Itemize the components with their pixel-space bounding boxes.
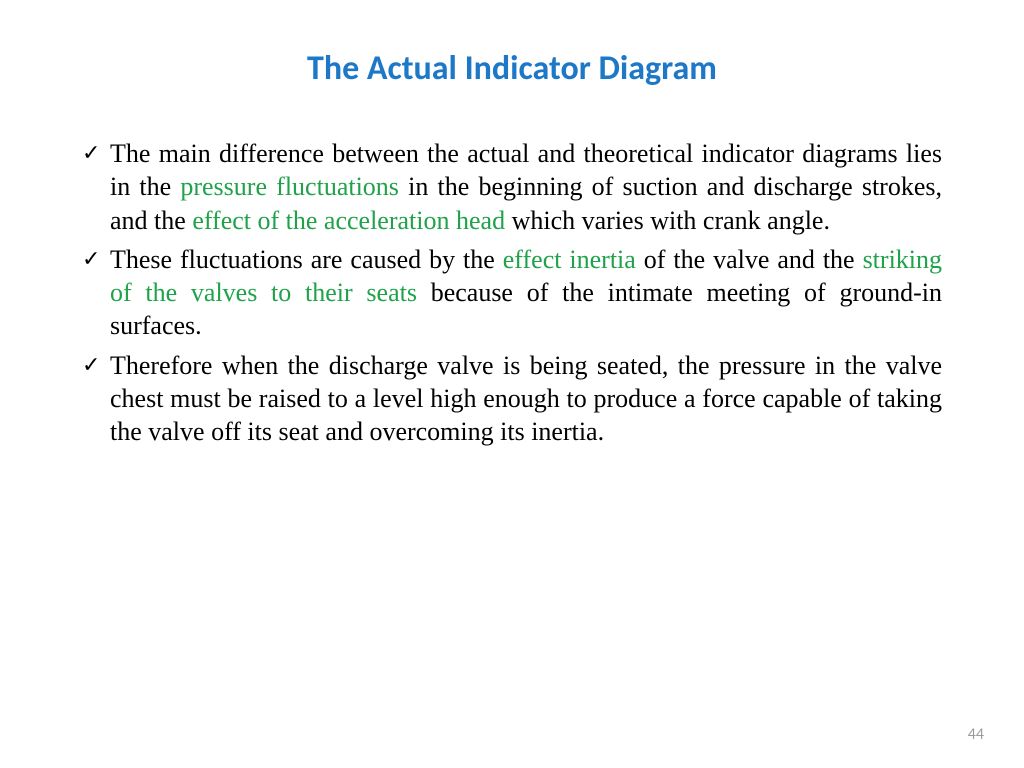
highlight-text: effect inertia — [503, 245, 636, 274]
slide-title: The Actual Indicator Diagram — [82, 48, 942, 89]
body-text: which varies with crank angle. — [505, 206, 830, 235]
body-text: of the valve and the — [636, 245, 863, 274]
slide: The Actual Indicator Diagram ✓The main d… — [0, 0, 1024, 768]
bullet-item: ✓ Therefore when the discharge valve is b… — [82, 349, 942, 449]
highlight-text: pressure fluctuations — [180, 172, 399, 201]
bullet-item: ✓ These fluctuations are caused by the e… — [82, 243, 942, 343]
highlight-text: effect of the acceleration head — [192, 206, 505, 235]
bullet-list: ✓The main difference between the actual … — [82, 137, 942, 448]
checkmark-icon: ✓ — [82, 139, 100, 167]
body-text: These fluctuations are caused by the — [110, 245, 503, 274]
checkmark-icon: ✓ — [82, 245, 100, 273]
page-number: 44 — [968, 725, 984, 744]
bullet-item: ✓The main difference between the actual … — [82, 137, 942, 237]
body-text: Therefore when the discharge valve is be… — [110, 351, 942, 447]
checkmark-icon: ✓ — [82, 351, 100, 379]
